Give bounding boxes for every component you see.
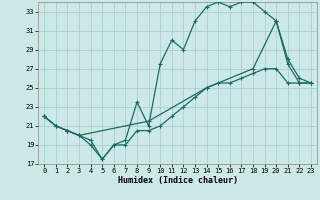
X-axis label: Humidex (Indice chaleur): Humidex (Indice chaleur) bbox=[118, 176, 238, 185]
